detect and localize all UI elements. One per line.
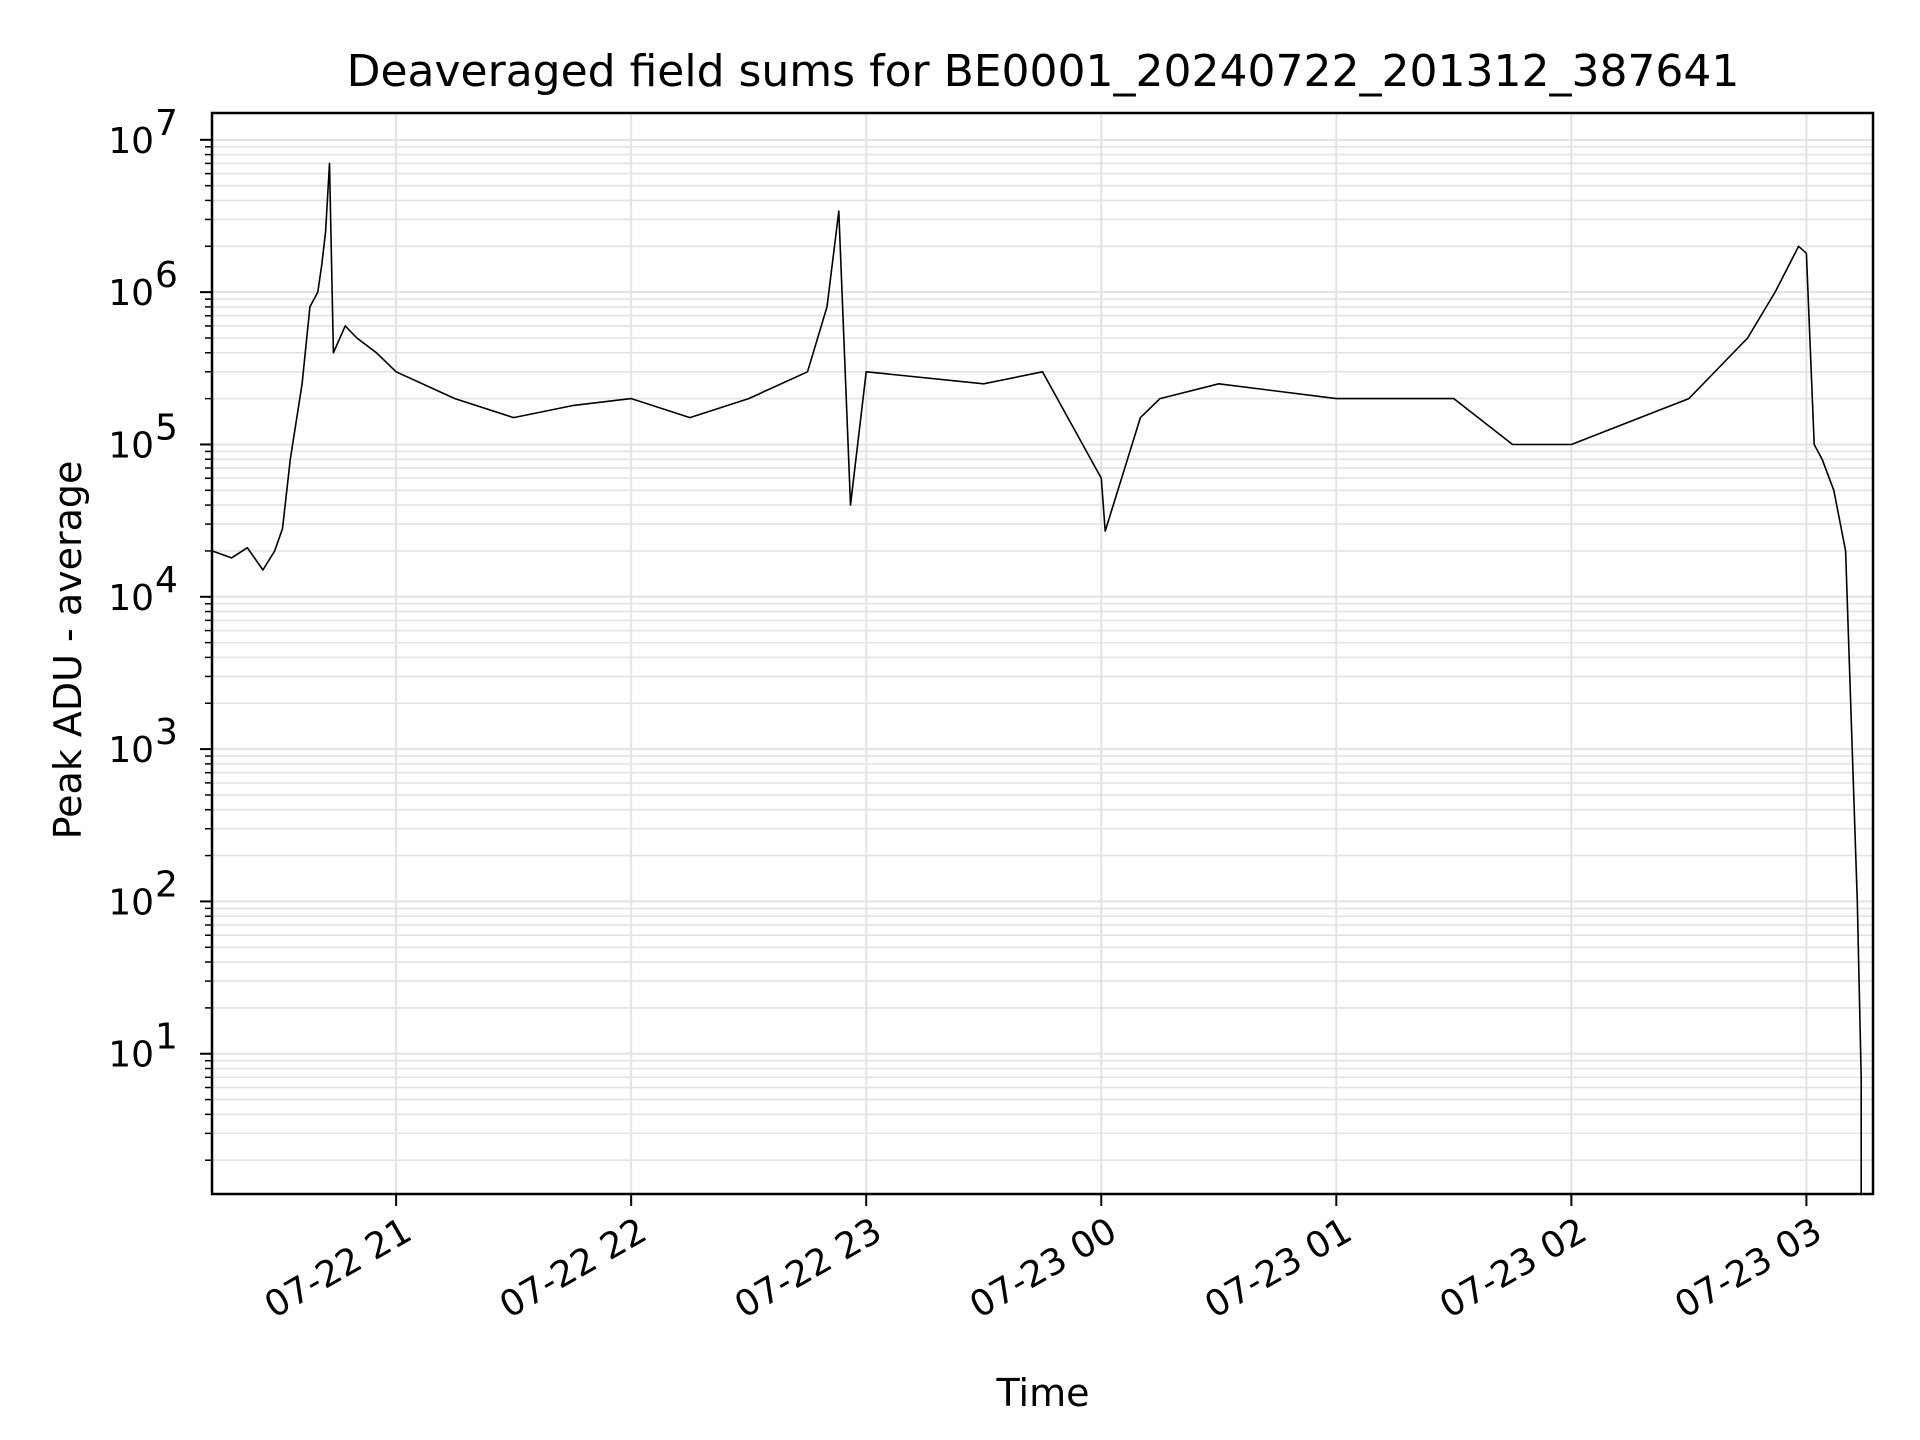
series-line	[211, 162, 1866, 1195]
series-layer	[211, 162, 1866, 1195]
x-axis-label: Time	[996, 1371, 1090, 1415]
y-tick-label: 10	[108, 1035, 154, 1076]
y-tick-label: 10	[108, 730, 154, 771]
y-tick-label: 10	[108, 121, 154, 162]
y-tick-exponent: 1	[155, 1017, 178, 1058]
y-tick-exponent: 3	[155, 712, 178, 753]
grid	[212, 113, 1873, 1194]
y-tick-exponent: 4	[155, 560, 178, 601]
y-tick-exponent: 6	[155, 255, 178, 296]
chart-title: Deaveraged field sums for BE0001_2024072…	[347, 46, 1740, 97]
y-tick-label: 10	[108, 273, 154, 314]
y-tick-exponent: 7	[155, 103, 178, 144]
y-tick-label: 10	[108, 578, 154, 619]
y-axis-label: Peak ADU - average	[46, 461, 90, 840]
y-tick-label: 10	[108, 425, 154, 466]
y-tick-exponent: 2	[155, 864, 178, 905]
y-tick-exponent: 5	[155, 407, 178, 448]
y-tick-label: 10	[108, 882, 154, 923]
plot-frame	[210, 111, 1875, 1196]
